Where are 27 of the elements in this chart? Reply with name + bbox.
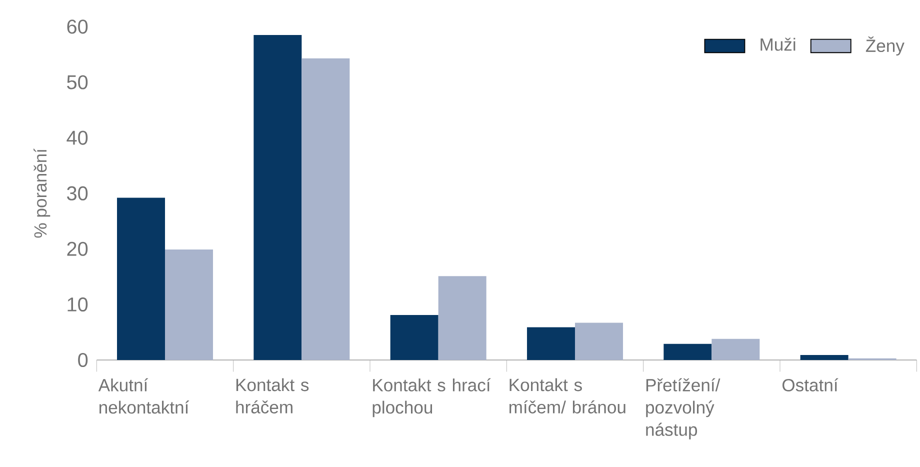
x-tick-label: Kontakt s míčem/ bránou bbox=[510, 378, 626, 414]
legend-label: Muži bbox=[760, 38, 796, 51]
bar bbox=[664, 344, 712, 360]
bar bbox=[526, 327, 575, 360]
x-tick-label: Akutní nekontaktní bbox=[98, 378, 190, 414]
legend-label: Ženy bbox=[866, 36, 904, 56]
bar bbox=[712, 339, 760, 360]
y-tick-label: 50 bbox=[67, 75, 88, 90]
x-tick-label: Přetížení/ pozvolný nástup bbox=[646, 378, 720, 440]
y-tick-label: 10 bbox=[68, 298, 88, 312]
bar bbox=[390, 315, 438, 360]
y-tick-label: 60 bbox=[67, 20, 88, 34]
y-tick-label: 40 bbox=[66, 130, 88, 145]
bar bbox=[254, 35, 302, 360]
bar bbox=[438, 276, 486, 360]
x-tick-label: Kontakt s hráčem bbox=[236, 378, 309, 414]
bar bbox=[117, 198, 165, 360]
y-tick-label: 30 bbox=[67, 186, 88, 201]
x-tick-label: Ostatní bbox=[782, 378, 838, 392]
y-axis-title: % poranění bbox=[34, 148, 50, 238]
bar bbox=[574, 322, 623, 360]
bar bbox=[302, 58, 350, 360]
y-tick-label: 0 bbox=[78, 353, 88, 368]
y-tick-label: 20 bbox=[67, 242, 88, 256]
bar bbox=[800, 355, 848, 360]
bar bbox=[165, 250, 214, 360]
x-tick-label: Kontakt s hrací plochou bbox=[372, 378, 491, 418]
